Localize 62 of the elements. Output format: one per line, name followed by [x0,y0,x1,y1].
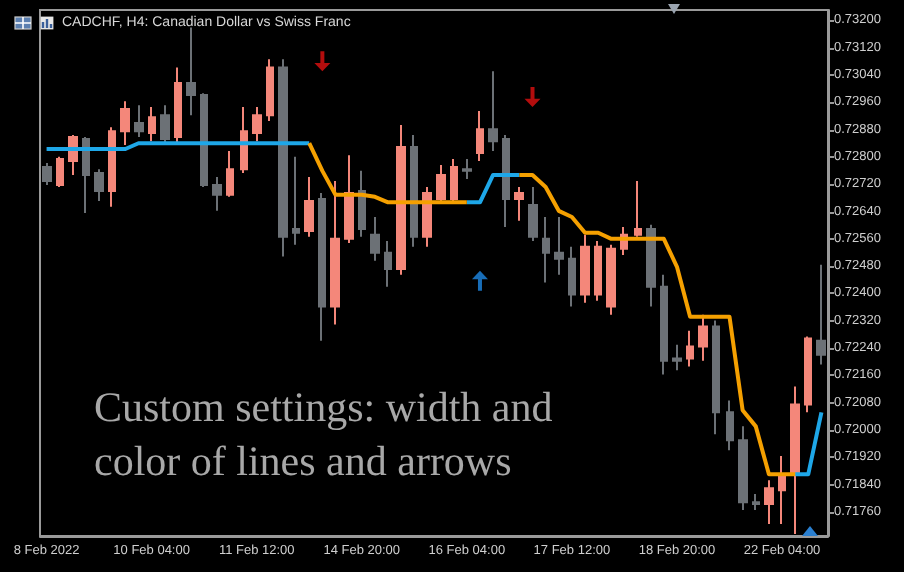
candlestick [200,92,208,188]
annotation: Custom settings: width and color of lines and arrows [94,383,564,485]
candlestick [594,239,602,302]
point [471,270,488,291]
candlestick [56,155,64,188]
candlestick [292,155,300,246]
point [524,87,541,108]
candlestick [606,243,616,316]
candlestick [148,106,156,143]
candlestick [240,106,248,174]
candlestick [462,157,472,181]
candlestick [226,150,234,198]
candlestick [804,335,812,414]
candlestick [646,223,656,308]
candlestick [712,319,720,436]
candlestick [134,104,144,139]
candlestick [330,180,340,326]
candlestick [580,233,590,304]
candlestick [186,26,196,117]
candlestick [108,126,116,208]
candlestick [514,185,524,222]
candlestick [542,215,550,284]
candlestick [634,180,642,238]
candlestick [790,385,800,535]
candlestick [738,425,748,512]
candlestick [318,192,326,342]
candlestick [370,215,380,262]
candlestick [410,134,418,248]
candlestick [42,162,52,186]
candlestick [82,136,90,214]
candlestick [344,154,354,244]
candlestick [160,104,170,146]
candlestick [94,168,104,202]
point [314,51,331,72]
candlestick [422,185,432,248]
candlestick [778,455,786,526]
candlestick [212,176,222,212]
candlestick [752,492,760,512]
candlestick [764,479,774,526]
candlestick [726,399,734,452]
candlestick [450,157,458,204]
candlestick [816,263,826,366]
candlestick [120,100,130,146]
candlestick [384,239,392,288]
candlestick [396,124,406,276]
candlestick [304,176,314,238]
candlestick [252,106,262,143]
candlestick [358,169,366,238]
candlestick [488,70,498,153]
candlestick [476,110,484,162]
candlestick [174,66,182,146]
candlestick [502,134,510,228]
candlestick [436,164,446,204]
candlestick [660,273,668,376]
candlestick [554,215,564,276]
candlestick [568,245,576,308]
candlestick [698,313,708,362]
candlestick [686,329,694,368]
candlestick [672,343,682,372]
candlestick [278,58,288,258]
candlestick [528,185,538,242]
candlestick [266,58,274,123]
